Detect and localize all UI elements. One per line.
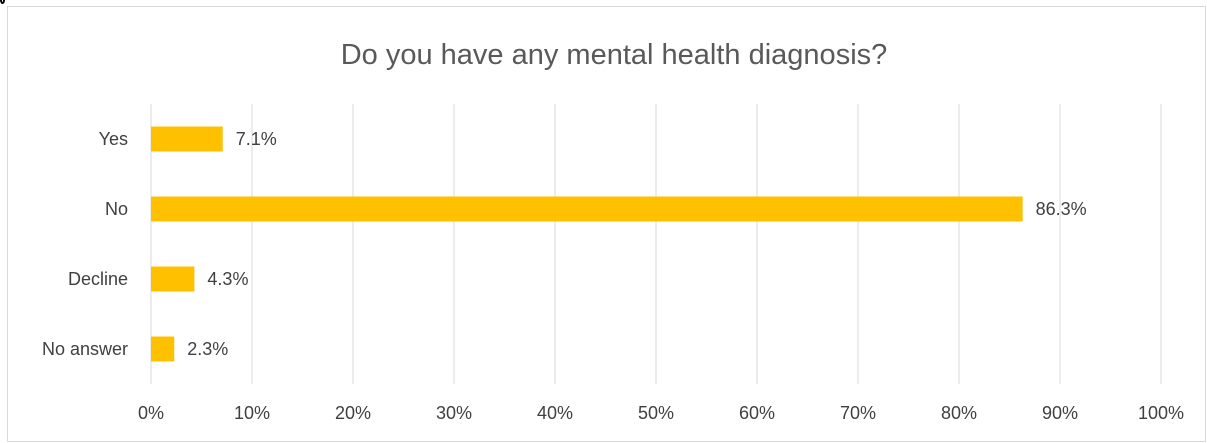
category-label: Decline bbox=[68, 269, 128, 289]
chart-frame bbox=[7, 6, 1206, 442]
x-tick-label: 60% bbox=[739, 403, 775, 423]
x-tick-label: 0% bbox=[138, 403, 164, 423]
bar bbox=[151, 126, 223, 152]
x-tick-label: 30% bbox=[436, 403, 472, 423]
bar bbox=[151, 196, 1023, 222]
corner-mark bbox=[0, 0, 6, 6]
x-tick-label: 100% bbox=[1138, 403, 1184, 423]
data-labels: 7.1% 86.3% 4.3% 2.3% bbox=[187, 129, 1086, 359]
data-label: 2.3% bbox=[187, 339, 228, 359]
x-tick-label: 10% bbox=[234, 403, 270, 423]
x-axis-tick-labels: 0% 10% 20% 30% 40% 50% 60% 70% 80% 90% 100% bbox=[138, 403, 1184, 423]
grid-lines bbox=[150, 104, 1162, 384]
bars bbox=[151, 126, 1023, 362]
x-tick-label: 90% bbox=[1042, 403, 1078, 423]
data-label: 4.3% bbox=[207, 269, 248, 289]
category-label: No bbox=[105, 199, 128, 219]
data-label: 86.3% bbox=[1036, 199, 1087, 219]
category-label: No answer bbox=[42, 339, 128, 359]
x-tick-label: 50% bbox=[638, 403, 674, 423]
category-labels: Yes No Decline No answer bbox=[42, 129, 128, 359]
x-tick-label: 20% bbox=[335, 403, 371, 423]
x-tick-label: 80% bbox=[941, 403, 977, 423]
bar bbox=[151, 336, 175, 362]
x-tick-label: 40% bbox=[537, 403, 573, 423]
chart-title: Do you have any mental health diagnosis? bbox=[341, 39, 888, 71]
category-label: Yes bbox=[99, 129, 128, 149]
x-tick-label: 70% bbox=[840, 403, 876, 423]
bar bbox=[151, 266, 195, 292]
data-label: 7.1% bbox=[236, 129, 277, 149]
